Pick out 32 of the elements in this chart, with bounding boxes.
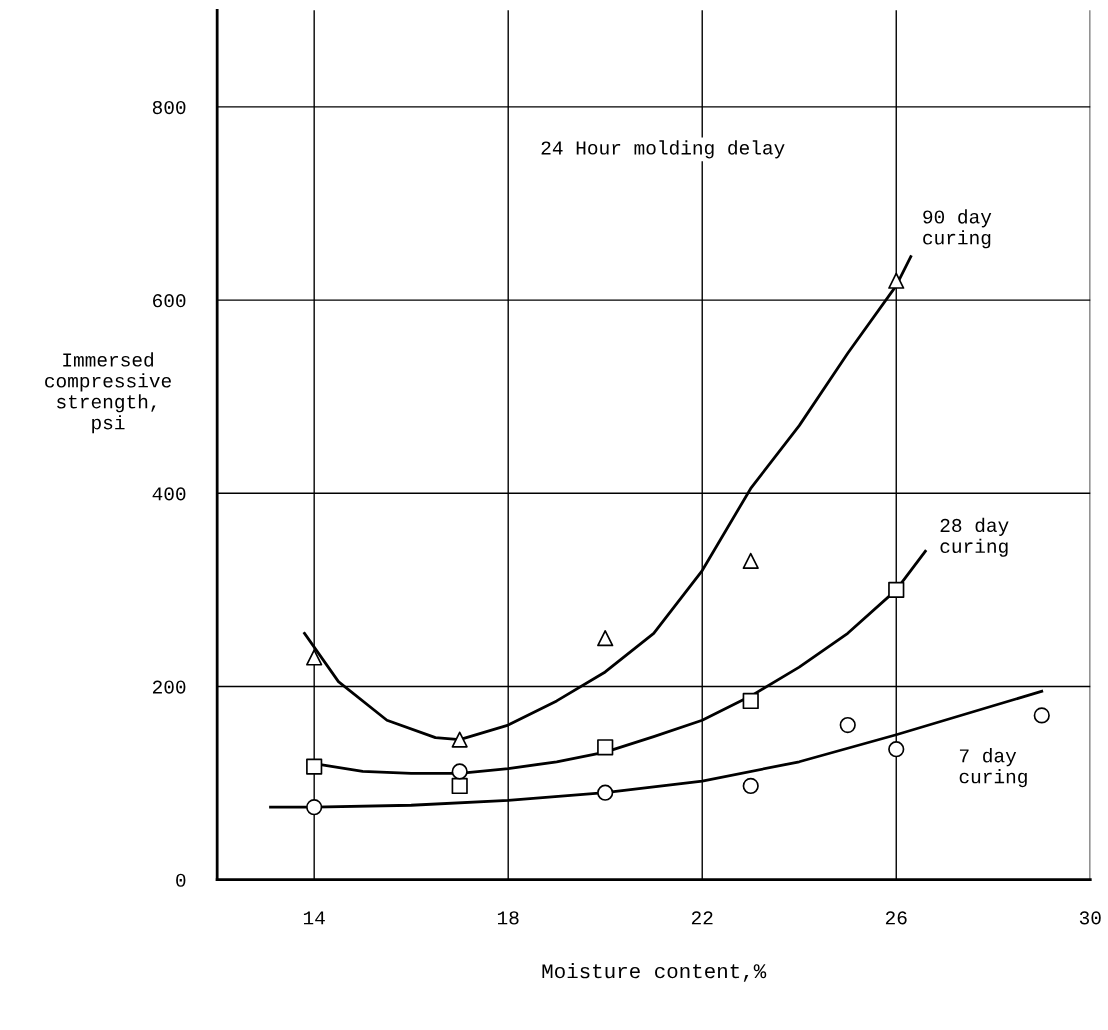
point xyxy=(597,784,614,801)
x-tick-label: 30 xyxy=(1079,911,1101,925)
point xyxy=(742,692,759,710)
point xyxy=(888,741,905,758)
point xyxy=(451,731,468,748)
series-label: 90 day curing xyxy=(923,209,992,249)
x-tick-label: 22 xyxy=(691,911,713,925)
point xyxy=(888,272,905,289)
series-label: 7 day curing xyxy=(959,748,1027,788)
point xyxy=(1033,707,1050,724)
annotation: 24 Hour molding delay xyxy=(541,140,785,159)
point xyxy=(306,758,323,775)
point xyxy=(306,799,323,816)
point xyxy=(451,763,468,780)
point xyxy=(839,716,856,734)
point xyxy=(742,777,759,795)
point xyxy=(597,739,614,756)
x-tick-label: 18 xyxy=(497,911,519,925)
x-tick-label: 14 xyxy=(303,911,325,925)
point xyxy=(888,581,905,598)
y-tick-label: 600 xyxy=(153,294,186,308)
x-axis-title: Moisture content,% xyxy=(542,963,767,982)
point xyxy=(306,649,323,666)
series-label: 28 day curing xyxy=(940,517,1009,557)
y-tick-label: 400 xyxy=(152,487,186,501)
x-tick-label: 26 xyxy=(885,911,907,925)
y-tick-label: 0 xyxy=(176,873,186,887)
point xyxy=(597,630,614,647)
y-axis-title: Immersed compressive strength, psi xyxy=(45,352,171,434)
y-tick-label: 200 xyxy=(152,680,186,694)
y-tick-label: 800 xyxy=(152,100,186,115)
point xyxy=(451,777,468,795)
